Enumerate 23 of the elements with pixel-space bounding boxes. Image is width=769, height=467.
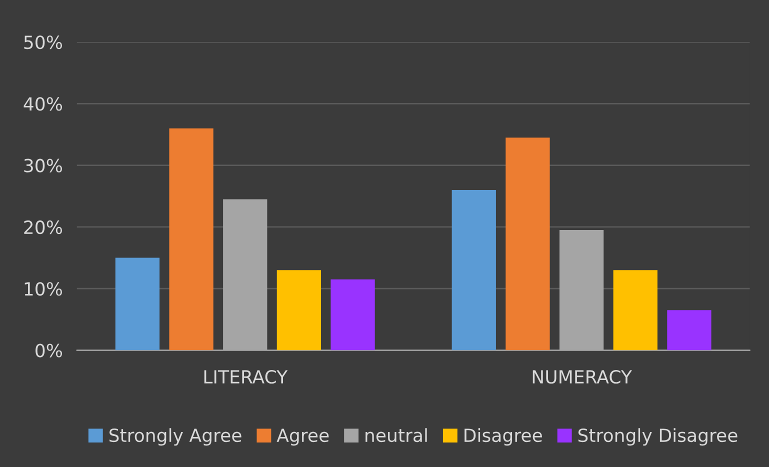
x-tick-label: NUMERACY — [532, 370, 632, 384]
legend-label: Agree — [276, 428, 329, 446]
y-tick-label: 0% — [36, 344, 62, 358]
legend-label: neutral — [366, 428, 427, 442]
y-tick-label: 30% — [24, 158, 62, 172]
bar — [667, 310, 712, 350]
legend-label: Disagree — [464, 428, 542, 446]
legend-label: Strongly Agree — [109, 428, 242, 446]
x-tick-label: LITERACY — [204, 370, 288, 384]
bar — [115, 258, 160, 350]
y-tick-label: 10% — [24, 282, 62, 296]
y-tick-label: 50% — [24, 35, 62, 50]
y-tick-label: 20% — [24, 220, 62, 234]
bar — [169, 128, 214, 350]
bar — [506, 138, 550, 350]
bar — [613, 270, 658, 350]
legend-label: Strongly Disagree — [578, 428, 738, 446]
bar — [452, 190, 496, 350]
bar — [223, 199, 268, 350]
bar — [330, 279, 375, 350]
bar — [559, 230, 604, 350]
y-tick-label: 40% — [24, 97, 62, 111]
bar — [276, 270, 322, 350]
